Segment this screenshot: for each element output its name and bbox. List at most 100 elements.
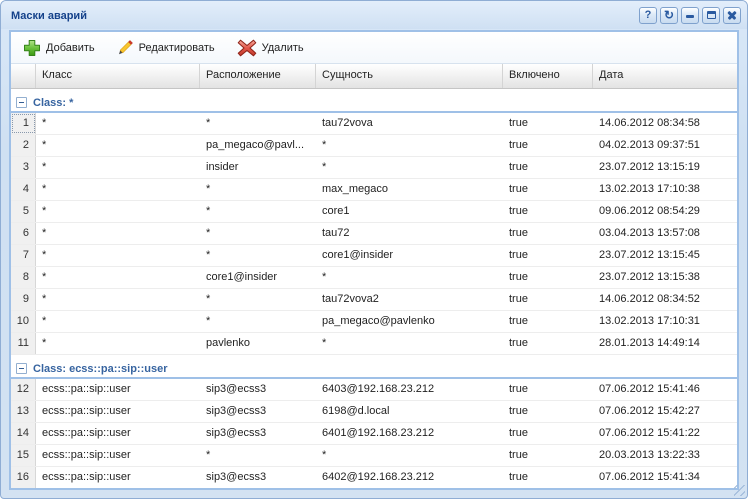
grid-cell[interactable]: 14.06.2012 08:34:58: [599, 117, 700, 129]
grid-cell[interactable]: *: [42, 271, 47, 283]
grid-cell[interactable]: 23.07.2012 13:15:19: [599, 161, 700, 173]
grid-cell[interactable]: ecss::pa::sip::user: [42, 449, 131, 461]
grid-cell[interactable]: core1@insider: [206, 271, 278, 283]
add-button[interactable]: Добавить: [17, 36, 101, 60]
row-number-cell[interactable]: 10: [11, 311, 36, 332]
grid-cell[interactable]: ecss::pa::sip::user: [42, 383, 131, 395]
grid-cell[interactable]: 23.07.2012 13:15:38: [599, 271, 700, 283]
grid-cell[interactable]: 6401@192.168.23.212: [322, 427, 435, 439]
grid-cell[interactable]: true: [509, 271, 528, 283]
grid-cell[interactable]: *: [206, 249, 211, 261]
grid-cell[interactable]: *: [42, 139, 47, 151]
grid-cell[interactable]: true: [509, 183, 528, 195]
grid-cell[interactable]: *: [206, 293, 211, 305]
table-row[interactable]: 3 * insider * true 23.07.2012 13:15:19: [11, 157, 737, 179]
grid-cell[interactable]: *: [42, 315, 47, 327]
grid-cell[interactable]: 07.06.2012 15:41:22: [599, 427, 700, 439]
table-row[interactable]: 13 ecss::pa::sip::user sip3@ecss3 6198@d.lo…: [11, 401, 737, 423]
table-row[interactable]: 1 * * tau72vova true 14.06.2012 08:34:58: [11, 113, 737, 135]
column-header-location[interactable]: Расположение: [200, 64, 316, 88]
row-number-cell[interactable]: 1: [11, 113, 36, 134]
column-header-enabled[interactable]: Включено: [503, 64, 593, 88]
row-number-cell[interactable]: 7: [11, 245, 36, 266]
grid-cell[interactable]: true: [509, 315, 528, 327]
grid-cell[interactable]: *: [206, 449, 211, 461]
row-number-cell[interactable]: 4: [11, 179, 36, 200]
grid-cell[interactable]: tau72vova2: [322, 293, 379, 305]
grid-cell[interactable]: pa_megaco@pavlenko: [322, 315, 435, 327]
table-row[interactable]: 10 * * pa_megaco@pavlenko true 13.02.2013 17:…: [11, 311, 737, 333]
group-header[interactable]: Class: ecss::pa::sip::user: [11, 355, 737, 379]
grid-cell[interactable]: *: [322, 161, 327, 173]
grid-cell[interactable]: *: [42, 117, 47, 129]
grid-cell[interactable]: *: [322, 271, 327, 283]
table-row[interactable]: 5 * * core1 true 09.06.2012 08:54:29: [11, 201, 737, 223]
grid-cell[interactable]: 07.06.2012 15:41:34: [599, 471, 700, 483]
row-number-cell[interactable]: 9: [11, 289, 36, 310]
table-row[interactable]: 6 * * tau72 true 03.04.2013 13:57:08: [11, 223, 737, 245]
grid-cell[interactable]: core1@insider: [322, 249, 394, 261]
grid-cell[interactable]: 28.01.2013 14:49:14: [599, 337, 700, 349]
grid-cell[interactable]: true: [509, 293, 528, 305]
table-row[interactable]: 16 ecss::pa::sip::user sip3@ecss3 6402@192.…: [11, 467, 737, 488]
row-number-cell[interactable]: 12: [11, 379, 36, 400]
table-row[interactable]: 4 * * max_megaco true 13.02.2013 17:10:38: [11, 179, 737, 201]
row-number-cell[interactable]: 8: [11, 267, 36, 288]
grid-cell[interactable]: 03.04.2013 13:57:08: [599, 227, 700, 239]
grid-cell[interactable]: sip3@ecss3: [206, 405, 267, 417]
grid-cell[interactable]: *: [42, 183, 47, 195]
table-row[interactable]: 2 * pa_megaco@pavl... * true 04.02.2013 09:37…: [11, 135, 737, 157]
grid-cell[interactable]: tau72vova: [322, 117, 373, 129]
grid-cell[interactable]: *: [42, 293, 47, 305]
grid-cell[interactable]: *: [206, 183, 211, 195]
grid-cell[interactable]: ecss::pa::sip::user: [42, 405, 131, 417]
window-maximize-button[interactable]: [702, 6, 720, 24]
grid-cell[interactable]: 6198@d.local: [322, 405, 390, 417]
window-close-button[interactable]: [723, 6, 741, 24]
grid-cell[interactable]: 04.02.2013 09:37:51: [599, 139, 700, 151]
grid-cell[interactable]: true: [509, 383, 528, 395]
column-header-numberer[interactable]: [11, 64, 36, 88]
row-number-cell[interactable]: 11: [11, 333, 36, 354]
grid-cell[interactable]: true: [509, 449, 528, 461]
grid-cell[interactable]: sip3@ecss3: [206, 427, 267, 439]
grid-cell[interactable]: sip3@ecss3: [206, 383, 267, 395]
grid-cell[interactable]: true: [509, 205, 528, 217]
grid-cell[interactable]: pa_megaco@pavl...: [206, 139, 305, 151]
column-header-date[interactable]: Дата: [593, 64, 737, 88]
grid-cell[interactable]: 6403@192.168.23.212: [322, 383, 435, 395]
grid-cell[interactable]: 14.06.2012 08:34:52: [599, 293, 700, 305]
grid-cell[interactable]: core1: [322, 205, 350, 217]
column-header-class[interactable]: Класс: [36, 64, 200, 88]
table-row[interactable]: 11 * pavlenko * true 28.01.2013 14:49:14: [11, 333, 737, 355]
grid-cell[interactable]: 07.06.2012 15:42:27: [599, 405, 700, 417]
grid-cell[interactable]: true: [509, 227, 528, 239]
table-row[interactable]: 9 * * tau72vova2 true 14.06.2012 08:34:52: [11, 289, 737, 311]
grid-cell[interactable]: *: [42, 337, 47, 349]
grid-cell[interactable]: *: [206, 205, 211, 217]
row-number-cell[interactable]: 14: [11, 423, 36, 444]
grid-cell[interactable]: 09.06.2012 08:54:29: [599, 205, 700, 217]
grid-cell[interactable]: *: [322, 139, 327, 151]
grid-cell[interactable]: *: [42, 161, 47, 173]
grid-cell[interactable]: *: [206, 315, 211, 327]
window-refresh-button[interactable]: ↻: [660, 6, 678, 24]
grid-cell[interactable]: ecss::pa::sip::user: [42, 427, 131, 439]
table-row[interactable]: 12 ecss::pa::sip::user sip3@ecss3 6403@192.…: [11, 379, 737, 401]
grid-cell[interactable]: true: [509, 471, 528, 483]
titlebar[interactable]: Маски аварий ? ↻: [1, 1, 747, 29]
grid-cell[interactable]: max_megaco: [322, 183, 389, 195]
grid-cell[interactable]: *: [42, 249, 47, 261]
row-number-cell[interactable]: 16: [11, 467, 36, 488]
grid-cell[interactable]: *: [42, 227, 47, 239]
table-row[interactable]: 15 ecss::pa::sip::user * * true 20.03.2013 13…: [11, 445, 737, 467]
grid-cell[interactable]: sip3@ecss3: [206, 471, 267, 483]
grid-cell[interactable]: 13.02.2013 17:10:38: [599, 183, 700, 195]
table-row[interactable]: 7 * * core1@insider true 23.07.2012 13:15:45: [11, 245, 737, 267]
row-number-cell[interactable]: 13: [11, 401, 36, 422]
grid-cell[interactable]: tau72: [322, 227, 350, 239]
group-header[interactable]: Class: *: [11, 89, 737, 113]
edit-button[interactable]: Редактировать: [111, 36, 221, 59]
column-header-entity[interactable]: Сущность: [316, 64, 503, 88]
grid-cell[interactable]: *: [322, 337, 327, 349]
